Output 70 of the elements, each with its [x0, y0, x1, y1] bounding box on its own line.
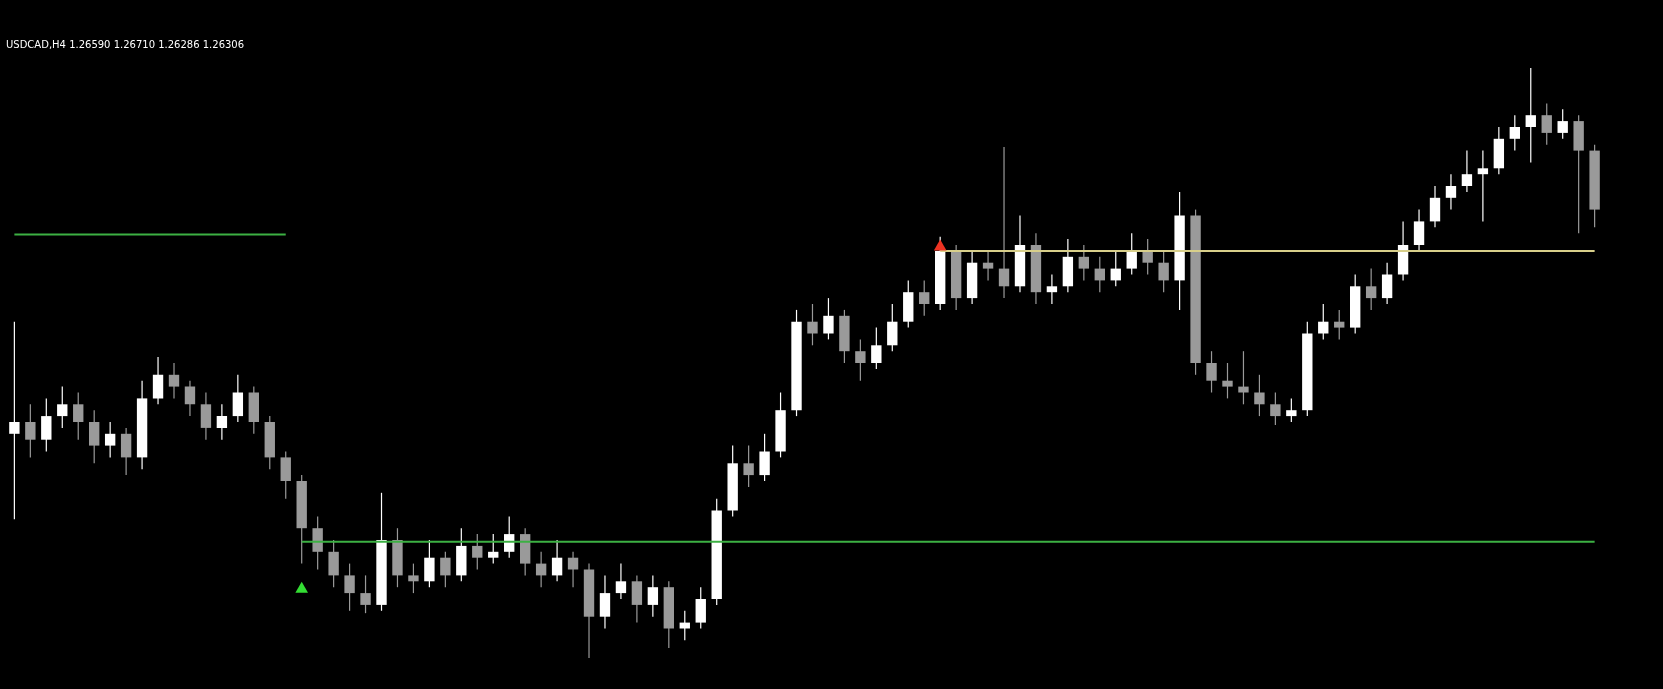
candlestick	[567, 551, 579, 588]
candlestick	[1286, 397, 1297, 423]
candlestick	[1557, 108, 1568, 140]
candlestick	[1541, 102, 1552, 146]
candlestick	[1318, 303, 1329, 340]
candlestick	[982, 250, 994, 281]
candlestick	[25, 403, 36, 458]
candlestick	[631, 574, 643, 624]
candlestick	[535, 551, 547, 588]
candlestick	[1078, 244, 1090, 281]
candlestick	[472, 533, 483, 571]
candlestick	[120, 427, 132, 476]
candlestick	[647, 574, 659, 618]
candlestick	[615, 563, 627, 600]
text: USDCAD,H4 1.26590 1.26710 1.26286 1.26306	[6, 39, 245, 50]
candlestick	[1206, 350, 1217, 394]
candlestick	[759, 433, 770, 482]
candlestick	[1238, 350, 1249, 405]
candlestick	[488, 533, 499, 565]
candlestick	[823, 297, 834, 340]
candlestick	[1461, 150, 1473, 193]
candlestick	[200, 391, 212, 441]
candlestick	[1158, 250, 1169, 293]
candlestick	[41, 397, 52, 453]
candlestick	[887, 303, 898, 352]
candlestick	[1110, 250, 1121, 287]
candlestick	[1381, 262, 1393, 305]
candlestick	[998, 146, 1010, 299]
candlestick	[1413, 209, 1425, 252]
candlestick	[57, 386, 68, 429]
candlestick	[679, 610, 690, 641]
candlestick	[168, 362, 180, 399]
candlestick	[104, 421, 116, 458]
candlestick	[360, 574, 371, 614]
candlestick	[871, 327, 882, 370]
candlestick	[1445, 173, 1457, 211]
candlestick	[1334, 309, 1345, 340]
candlestick	[152, 356, 164, 405]
candlestick	[855, 338, 866, 382]
candlestick	[1525, 67, 1536, 163]
candlestick	[1222, 362, 1233, 399]
candlestick	[743, 445, 754, 488]
candlestick	[1429, 185, 1441, 228]
candlestick	[599, 574, 611, 630]
candlestick	[344, 563, 355, 612]
candlestick	[312, 515, 323, 571]
candlestick	[695, 586, 706, 630]
candlestick	[1126, 232, 1137, 276]
candlestick	[1365, 268, 1377, 311]
candlestick	[280, 450, 291, 500]
candlestick	[440, 551, 451, 588]
candlestick	[408, 563, 419, 594]
candlestick	[1094, 256, 1105, 293]
candlestick	[184, 380, 196, 417]
candlestick	[551, 539, 563, 582]
candlestick	[1046, 273, 1058, 305]
candlestick	[328, 539, 339, 588]
candlestick	[216, 403, 228, 441]
candlestick	[1142, 238, 1153, 276]
candlestick	[424, 539, 435, 588]
candlestick	[73, 391, 84, 441]
candlestick	[1270, 391, 1281, 426]
candlestick	[807, 303, 818, 346]
candlestick	[1477, 150, 1489, 222]
candlestick	[9, 321, 20, 520]
candlestick	[232, 374, 244, 423]
candlestick	[1254, 374, 1265, 417]
candlestick	[89, 409, 100, 464]
candlestick	[1509, 114, 1520, 152]
candlestick	[919, 279, 930, 317]
